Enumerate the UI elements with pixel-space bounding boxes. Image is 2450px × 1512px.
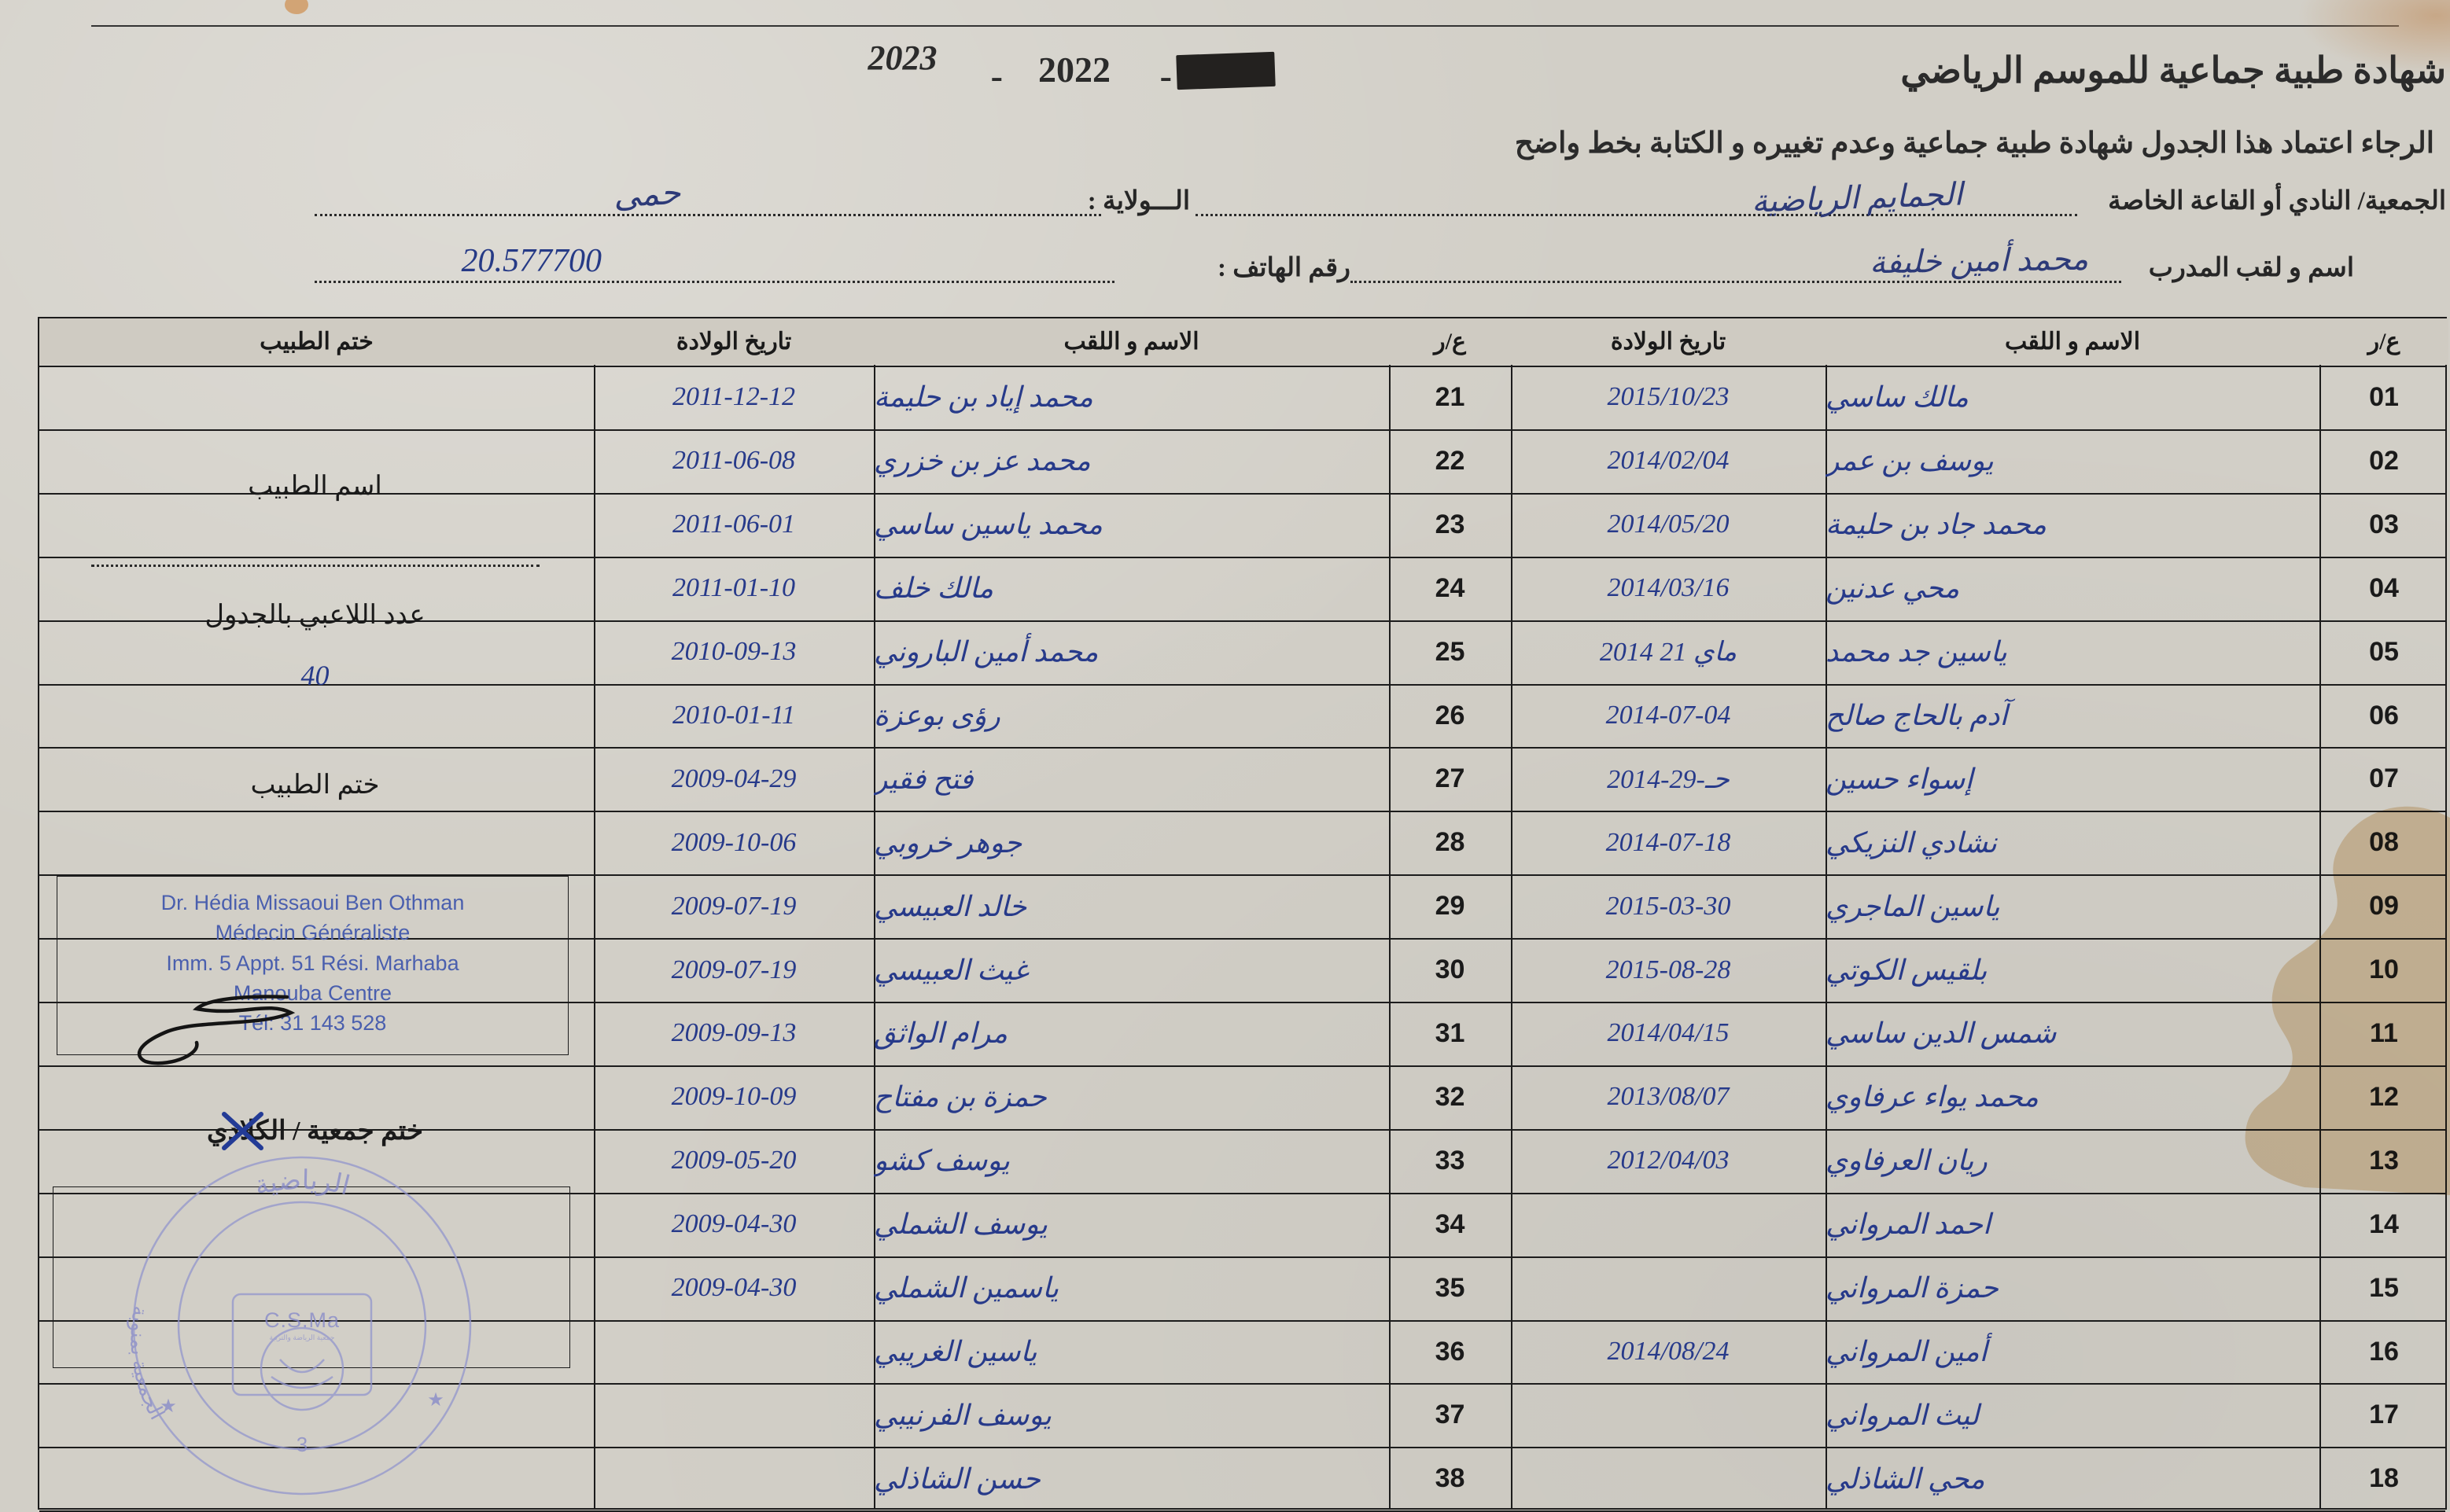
svg-text:3: 3 [297,1433,308,1456]
svg-text:★: ★ [427,1389,444,1411]
svg-text:★: ★ [160,1396,177,1417]
